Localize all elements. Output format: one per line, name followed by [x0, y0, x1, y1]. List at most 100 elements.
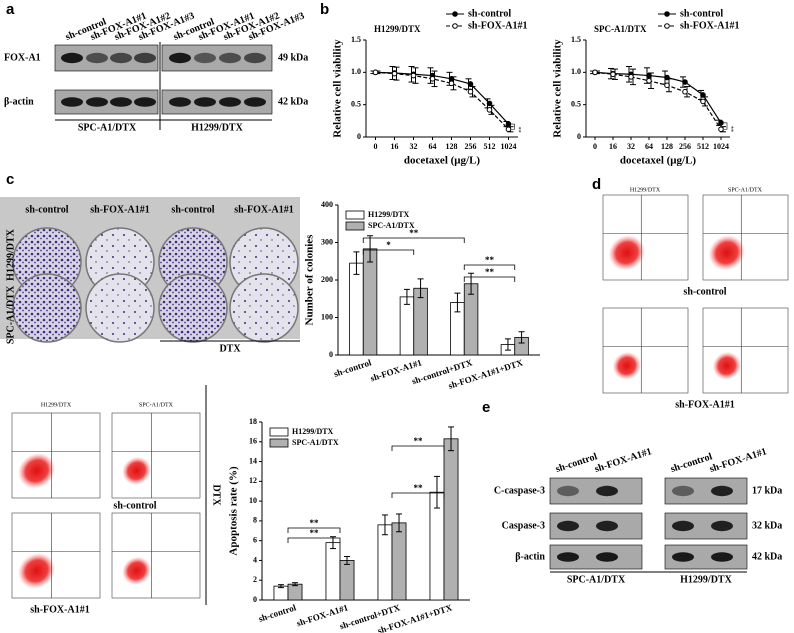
data-point — [700, 98, 706, 105]
data-point — [448, 80, 455, 87]
blot-band — [219, 52, 241, 64]
blot-band — [134, 97, 156, 107]
y-tick-label: 0 — [329, 350, 333, 359]
bar — [443, 438, 459, 601]
bar — [377, 524, 393, 601]
data-point — [592, 69, 598, 76]
colony-plate — [229, 273, 299, 343]
data-point — [664, 82, 670, 89]
legend-swatch — [345, 221, 365, 231]
x-tick-label: 0 — [593, 142, 597, 151]
row-label: FOX-A1 — [4, 52, 41, 63]
group-label: SPC-A1/DTX — [567, 574, 626, 585]
data-point — [486, 107, 493, 113]
data-point — [391, 70, 398, 77]
row-label: H1299/DTX — [5, 228, 16, 280]
flow-plot — [111, 412, 201, 499]
row-label: β-actin — [4, 96, 34, 107]
blot-band — [596, 552, 618, 562]
chart-title: H1299/DTX — [374, 24, 421, 34]
annotation: ** — [310, 528, 320, 538]
x-axis-label: docetaxel (μg/L) — [620, 155, 697, 167]
blot-band — [557, 485, 579, 497]
panel-letter: e — [482, 399, 490, 416]
x-tick-label: 16 — [391, 142, 399, 151]
bar — [362, 248, 378, 356]
x-tick-label: 512 — [484, 142, 496, 151]
legend-label: SPC-A1/DTX — [292, 438, 339, 447]
y-tick-label: 18 — [249, 417, 257, 426]
legend-label: sh-FOX-A1#1 — [680, 20, 739, 31]
bar — [287, 583, 303, 601]
colony-plate — [85, 273, 155, 343]
series-line — [375, 71, 509, 130]
cell-cloud — [18, 552, 56, 589]
blot-band — [169, 97, 191, 107]
x-tick-label: sh-control — [257, 602, 297, 624]
legend-label: SPC-A1/DTX — [368, 221, 415, 230]
lane-label: sh-FOX-A1#1 — [593, 446, 653, 475]
y-tick-label: 100 — [321, 312, 333, 321]
legend-swatch — [269, 438, 289, 448]
row-label: β-actin — [515, 551, 545, 562]
group-label: SPC-A1/DTX — [78, 122, 137, 133]
significance-bracket — [463, 264, 516, 270]
size-label: 42 kDa — [752, 551, 782, 562]
data-point — [610, 71, 616, 78]
flow-header: H1299/DTX — [41, 402, 72, 408]
cell-cloud — [712, 351, 741, 380]
annotation: ** — [414, 436, 424, 446]
group-label: H1299/DTX — [680, 574, 732, 585]
flow-row-label: sh-FOX-A1#1 — [30, 604, 89, 615]
bar — [325, 542, 341, 601]
legend-label: sh-control — [680, 8, 723, 19]
data-point — [467, 88, 474, 95]
significance-bracket — [287, 537, 341, 543]
annotation: ** — [515, 127, 521, 133]
treatment-label: DTX — [219, 343, 241, 354]
y-tick-label: 2 — [253, 575, 257, 584]
panel-letter: b — [320, 1, 329, 18]
colony-plate — [158, 273, 228, 343]
panel-letter: c — [6, 171, 14, 188]
cell-cloud — [608, 235, 645, 271]
y-tick-label: 0.5 — [571, 99, 581, 108]
y-tick-label: 16 — [249, 437, 257, 446]
legend-label: H1299/DTX — [368, 210, 410, 219]
blot-band — [557, 520, 579, 532]
data-point — [505, 126, 512, 133]
bar — [391, 522, 407, 601]
size-label: 17 kDa — [752, 485, 782, 496]
blot-band — [596, 485, 618, 497]
size-label: 32 kDa — [752, 520, 782, 531]
y-tick-label: 1.0 — [351, 67, 361, 76]
blot-band — [194, 52, 216, 64]
lane-label: sh-control — [669, 451, 714, 475]
blot-band — [219, 97, 241, 107]
y-tick-label: 12 — [249, 476, 257, 485]
y-tick-label: 1.5 — [571, 35, 581, 44]
x-tick-label: 64 — [645, 142, 653, 151]
x-tick-label: 32 — [627, 142, 635, 151]
annotation: ** — [485, 255, 495, 265]
x-tick-label: 0 — [374, 142, 378, 151]
x-axis-label: docetaxel (μg/L) — [404, 155, 481, 167]
blot-band — [711, 552, 733, 562]
blot-band — [169, 52, 191, 64]
flow-row-label: sh-FOX-A1#1 — [675, 399, 734, 410]
x-tick-label: 128 — [661, 142, 673, 151]
annotation: ** — [485, 267, 495, 277]
series-line — [375, 71, 509, 125]
annotation: ** — [414, 483, 424, 493]
legend-label: sh-control — [468, 8, 511, 19]
blot-band — [596, 520, 618, 532]
y-tick-label: 1.5 — [351, 35, 361, 44]
y-tick-label: 0.5 — [351, 99, 361, 108]
bar — [339, 560, 355, 601]
y-axis-label: Number of colonies — [304, 234, 316, 326]
blot-band — [86, 52, 108, 64]
blot-band — [244, 97, 266, 107]
y-tick-label: 6 — [253, 535, 257, 544]
series-line — [594, 71, 722, 124]
data-point — [718, 119, 724, 126]
